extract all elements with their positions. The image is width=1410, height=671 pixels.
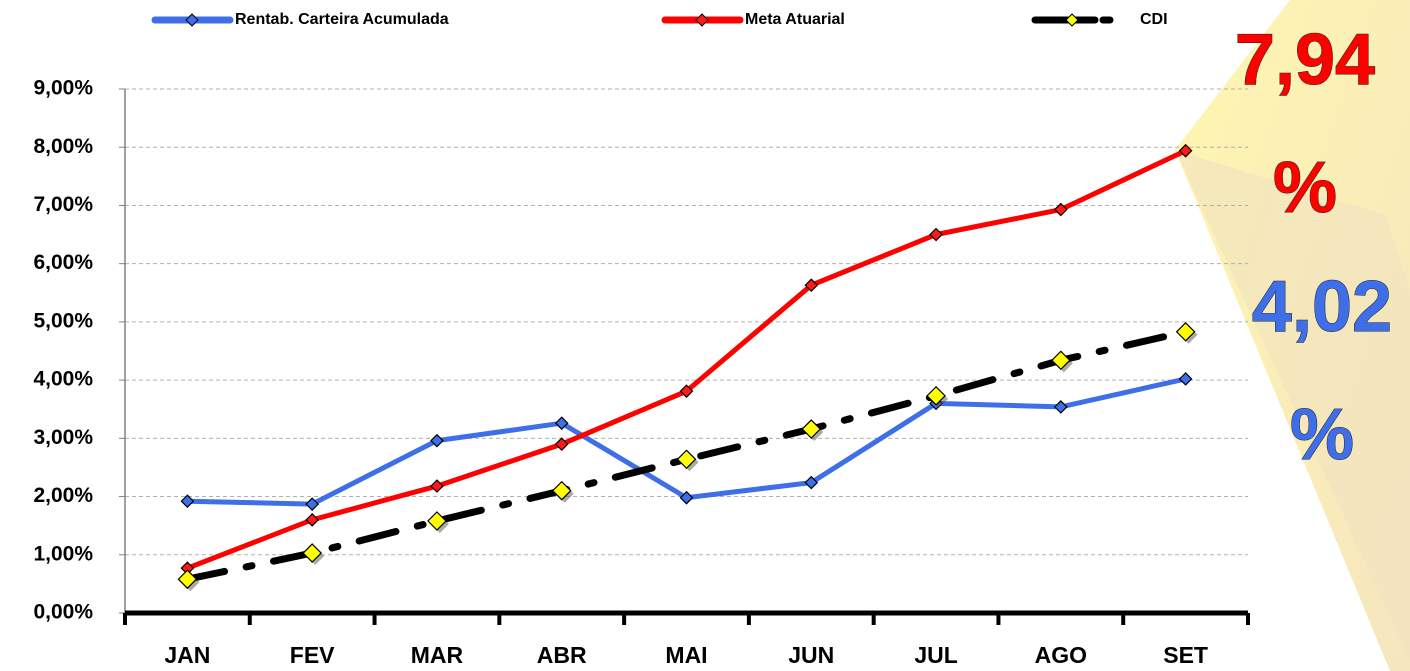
data-point bbox=[1055, 401, 1067, 413]
y-tick-label: 0,00% bbox=[33, 601, 93, 624]
x-tick-label: ABR bbox=[537, 642, 587, 668]
x-tick-label: JUN bbox=[788, 642, 834, 668]
x-tick-label: JUL bbox=[914, 642, 957, 668]
annotation-text: % bbox=[1273, 148, 1337, 228]
legend-label: Meta Atuarial bbox=[745, 11, 845, 28]
data-point bbox=[431, 480, 443, 492]
y-tick-label: 9,00% bbox=[33, 77, 93, 100]
x-tick-label: FEV bbox=[290, 642, 335, 668]
annotation-text: 7,94 bbox=[1235, 20, 1375, 100]
x-tick-label: SET bbox=[1163, 642, 1208, 668]
series-line bbox=[187, 151, 1185, 568]
annotation-text: % bbox=[1290, 395, 1354, 475]
y-tick-label: 7,00% bbox=[33, 193, 93, 216]
y-tick-label: 3,00% bbox=[33, 426, 93, 449]
legend-label: Rentab. Carteira Acumulada bbox=[235, 11, 449, 28]
y-tick-label: 5,00% bbox=[33, 309, 93, 332]
legend-marker bbox=[186, 14, 198, 26]
legend-marker bbox=[696, 14, 708, 26]
legend-marker bbox=[1066, 14, 1078, 26]
y-tick-label: 2,00% bbox=[33, 484, 93, 507]
y-tick-label: 1,00% bbox=[33, 542, 93, 565]
y-tick-label: 8,00% bbox=[33, 135, 93, 158]
x-tick-label: AGO bbox=[1035, 642, 1087, 668]
y-tick-label: 4,00% bbox=[33, 368, 93, 391]
x-tick-label: JAN bbox=[164, 642, 210, 668]
data-point bbox=[1180, 373, 1192, 385]
chart: 0,00% 1,00% 2,00% 3,00% 4,00% 5,00% 6,00% 7,00%… bbox=[0, 0, 1410, 671]
y-tick-label: 6,00% bbox=[33, 251, 93, 274]
x-tick-label: MAR bbox=[411, 642, 464, 668]
annotation-text: 4,02 bbox=[1252, 267, 1392, 347]
x-tick-label: MAI bbox=[665, 642, 707, 668]
legend-label: CDI bbox=[1140, 11, 1168, 28]
